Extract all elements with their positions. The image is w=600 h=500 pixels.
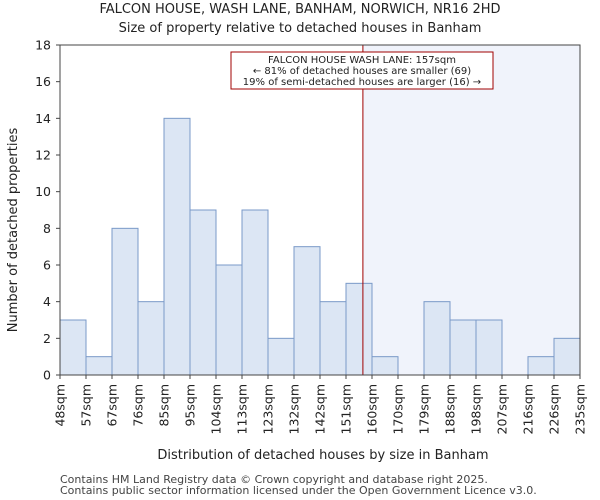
x-tick-label-160sqm: 160sqm bbox=[365, 384, 380, 434]
x-tick-label-48sqm: 48sqm bbox=[53, 384, 68, 427]
y-tick-label-2: 2 bbox=[43, 331, 51, 346]
x-tick-label-76sqm: 76sqm bbox=[131, 384, 146, 427]
bar-188sqm bbox=[449, 319, 477, 376]
chart-title: FALCON HOUSE, WASH LANE, BANHAM, NORWICH… bbox=[99, 2, 500, 17]
y-axis-label: Number of detached properties bbox=[6, 128, 21, 333]
bar-226sqm bbox=[553, 337, 581, 376]
bar-216sqm bbox=[527, 356, 555, 376]
bar-132sqm bbox=[293, 246, 321, 376]
bar-67sqm bbox=[111, 227, 139, 376]
bar-151sqm bbox=[345, 282, 373, 376]
y-tick-label-0: 0 bbox=[43, 368, 51, 383]
x-tick-label-67sqm: 67sqm bbox=[105, 384, 120, 427]
x-tick-label-104sqm: 104sqm bbox=[209, 384, 224, 434]
x-tick-label-179sqm: 179sqm bbox=[417, 384, 432, 434]
bar-160sqm bbox=[371, 356, 399, 376]
x-tick-label-123sqm: 123sqm bbox=[261, 384, 276, 434]
x-tick-label-226sqm: 226sqm bbox=[547, 384, 562, 434]
y-tick-label-18: 18 bbox=[35, 38, 51, 53]
y-tick-label-16: 16 bbox=[35, 74, 51, 89]
x-tick-label-95sqm: 95sqm bbox=[183, 384, 198, 427]
x-axis-label: Distribution of detached houses by size … bbox=[157, 448, 488, 463]
bar-179sqm bbox=[423, 301, 451, 376]
x-tick-label-216sqm: 216sqm bbox=[521, 384, 536, 434]
y-tick-label-6: 6 bbox=[43, 258, 51, 273]
x-tick-label-188sqm: 188sqm bbox=[443, 384, 458, 434]
bar-57sqm bbox=[85, 356, 113, 376]
bar-48sqm bbox=[59, 319, 87, 376]
annotation-line-1: FALCON HOUSE WASH LANE: 157sqm bbox=[268, 55, 456, 66]
x-ticks-group: 48sqm 57sqm 67sqm 76sqm 85sqm 95sqm 104sqm 113s… bbox=[53, 375, 588, 434]
bar-198sqm bbox=[475, 319, 503, 376]
y-tick-label-4: 4 bbox=[43, 294, 51, 309]
x-tick-label-235sqm: 235sqm bbox=[573, 384, 588, 434]
x-tick-label-207sqm: 207sqm bbox=[495, 384, 510, 434]
y-tick-label-10: 10 bbox=[35, 184, 51, 199]
bar-113sqm bbox=[241, 209, 269, 376]
y-tick-label-14: 14 bbox=[35, 111, 51, 126]
bar-85sqm bbox=[163, 117, 191, 376]
y-ticks-group: 0 2 4 6 8 10 12 14 16 18 bbox=[35, 38, 60, 383]
annotation-border bbox=[230, 51, 494, 90]
bar-123sqm bbox=[267, 337, 295, 376]
y-tick-label-12: 12 bbox=[35, 148, 51, 163]
x-tick-label-57sqm: 57sqm bbox=[79, 384, 94, 427]
bar-95sqm bbox=[189, 209, 217, 376]
bar-104sqm bbox=[215, 264, 243, 376]
x-tick-label-113sqm: 113sqm bbox=[235, 384, 250, 434]
x-tick-label-151sqm: 151sqm bbox=[339, 384, 354, 434]
x-tick-label-142sqm: 142sqm bbox=[313, 384, 328, 434]
bars-group bbox=[59, 117, 581, 376]
chart-subtitle: Size of property relative to detached ho… bbox=[119, 21, 482, 36]
x-tick-label-132sqm: 132sqm bbox=[287, 384, 302, 434]
y-tick-label-8: 8 bbox=[43, 221, 51, 236]
annotation-line-2: ← 81% of detached houses are smaller (69… bbox=[253, 66, 471, 77]
bar-142sqm bbox=[319, 301, 347, 376]
annotation-box: FALCON HOUSE WASH LANE: 157sqm ← 81% of … bbox=[230, 51, 494, 90]
footer-line-1: Contains HM Land Registry data © Crown c… bbox=[60, 473, 488, 486]
x-tick-label-198sqm: 198sqm bbox=[469, 384, 484, 434]
histogram-chart: 0 2 4 6 8 10 12 14 16 18 48sqm 57sqm 67sqm 76sqm 85sq… bbox=[6, 2, 588, 463]
x-tick-label-170sqm: 170sqm bbox=[391, 384, 406, 434]
bar-76sqm bbox=[137, 301, 165, 376]
x-tick-label-85sqm: 85sqm bbox=[157, 384, 172, 427]
footer-line-2: Contains public sector information licen… bbox=[60, 484, 537, 497]
annotation-line-3: 19% of semi-detached houses are larger (… bbox=[243, 77, 481, 88]
